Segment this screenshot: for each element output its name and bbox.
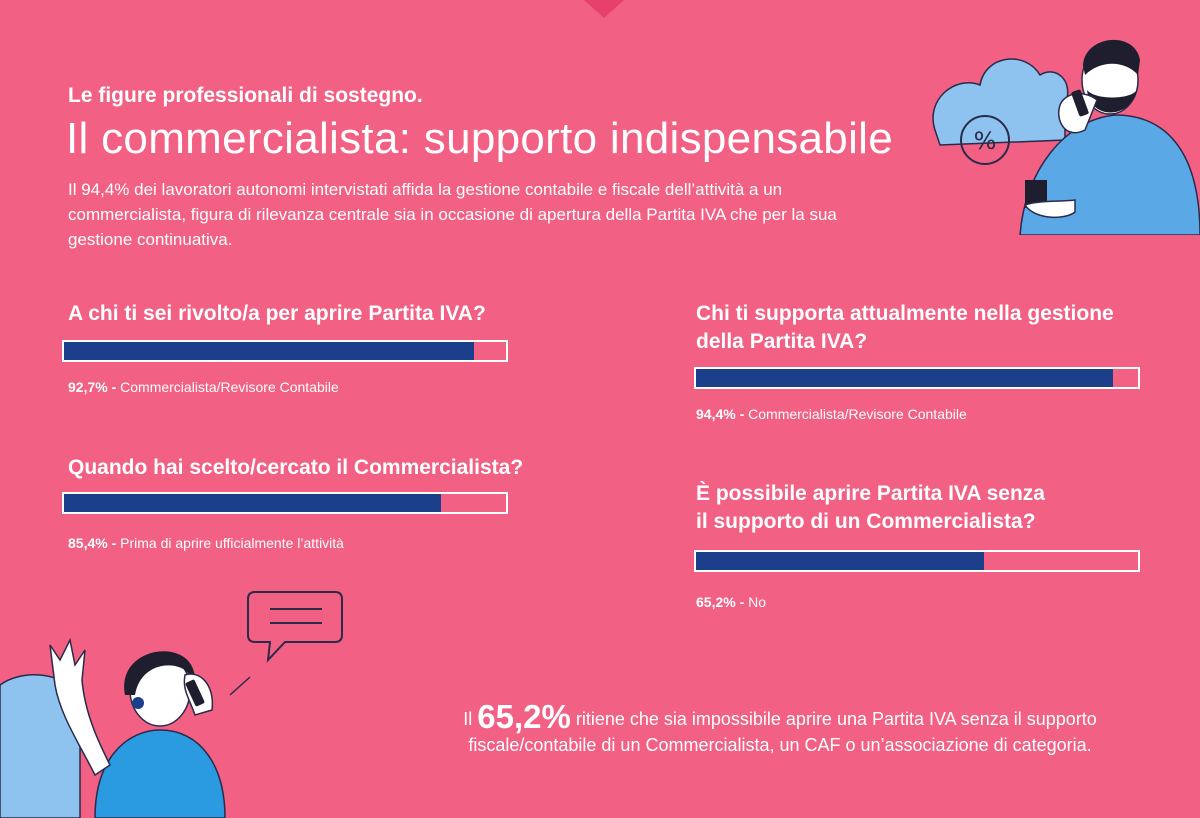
man-beard bbox=[1087, 90, 1137, 113]
chart-2-caption: 85,4% - Prima di aprire ufficialmente l’… bbox=[68, 535, 344, 551]
top-notch bbox=[584, 0, 624, 18]
chart-4-bar-track bbox=[694, 550, 1140, 572]
kicker: Le figure professionali di sostegno. bbox=[68, 84, 423, 107]
footer-prefix: Il bbox=[463, 709, 478, 729]
man-on-phone-illustration: % bbox=[932, 39, 1200, 235]
chart-1-value-label: 92,7% - bbox=[68, 379, 121, 395]
phone-icon bbox=[1071, 89, 1089, 117]
footer-line-1: Il 65,2% ritiene che sia impossibile apr… bbox=[405, 700, 1155, 733]
earring-icon bbox=[132, 697, 144, 709]
woman-hair bbox=[124, 651, 195, 695]
chart-2-bar-fill bbox=[64, 494, 442, 512]
intro-paragraph: Il 94,4% dei lavoratori autonomi intervi… bbox=[68, 180, 837, 249]
chart-3-bar-fill bbox=[696, 369, 1114, 387]
footer-line-1-rest: ritiene che sia impossibile aprire una P… bbox=[570, 709, 1097, 729]
chart-1-category-label: Commercialista/Revisore Contabile bbox=[120, 379, 339, 395]
chart-4-title-line-2: il supporto di un Commercialista? bbox=[696, 510, 1036, 533]
cloud-shape bbox=[932, 58, 1069, 146]
footer-highlight: 65,2% bbox=[477, 698, 571, 735]
chart-2-title: Quando hai scelto/cercato il Commerciali… bbox=[68, 456, 524, 479]
coffee-cup-icon bbox=[1025, 180, 1047, 208]
chart-2-category-label: Prima di aprire ufficialmente l’attività bbox=[120, 535, 344, 551]
chart-1-bar-fill bbox=[64, 342, 474, 360]
chart-1-bar-track bbox=[62, 340, 508, 362]
chart-4-value-label: 65,2% - bbox=[696, 594, 749, 610]
chart-3-title-line-1: Chi ti supporta attualmente nella gestio… bbox=[696, 302, 1114, 325]
chart-4-category-label: No bbox=[748, 594, 767, 610]
speech-bubble-icon bbox=[247, 591, 343, 663]
chart-3-value-label: 94,4% - bbox=[696, 406, 749, 422]
man-arm bbox=[1058, 93, 1098, 134]
chart-1-caption: 92,7% - Commercialista/Revisore Contabil… bbox=[68, 379, 339, 395]
chart-4-caption: 65,2% - No bbox=[696, 594, 766, 610]
woman-on-phone-illustration bbox=[0, 591, 343, 818]
percent-icon bbox=[960, 115, 1010, 165]
footer-line-2: fiscale/contabile di un Commercialista, … bbox=[468, 735, 1092, 755]
chart-3-category-label: Commercialista/Revisore Contabile bbox=[748, 406, 967, 422]
chart-4-title-line-1: È possibile aprire Partita IVA senza bbox=[696, 482, 1045, 505]
chart-3-caption: 94,4% - Commercialista/Revisore Contabil… bbox=[696, 406, 967, 422]
chart-3-bar-track bbox=[694, 367, 1140, 389]
man-hair bbox=[1083, 39, 1140, 75]
footer-statement: Il 65,2% ritiene che sia impossibile apr… bbox=[405, 700, 1155, 758]
chart-3-title: Chi ti supporta attualmente nella gestio… bbox=[696, 300, 1114, 356]
woman-raised-hand bbox=[49, 637, 111, 777]
chart-1-title: A chi ti sei rivolto/a per aprire Partit… bbox=[68, 302, 486, 325]
chart-2-bar-track bbox=[62, 492, 508, 514]
phone-icon bbox=[185, 679, 205, 707]
chart-4-title: È possibile aprire Partita IVA senza il … bbox=[696, 480, 1045, 536]
chart-3-title-line-2: della Partita IVA? bbox=[696, 330, 868, 353]
page-title: Il commercialista: supporto indispensabi… bbox=[66, 114, 893, 163]
chart-2-value-label: 85,4% - bbox=[68, 535, 121, 551]
chart-4-bar-fill bbox=[696, 552, 985, 570]
svg-text:%: % bbox=[974, 127, 997, 155]
woman-body bbox=[94, 729, 226, 818]
cloud-shape bbox=[0, 674, 81, 818]
